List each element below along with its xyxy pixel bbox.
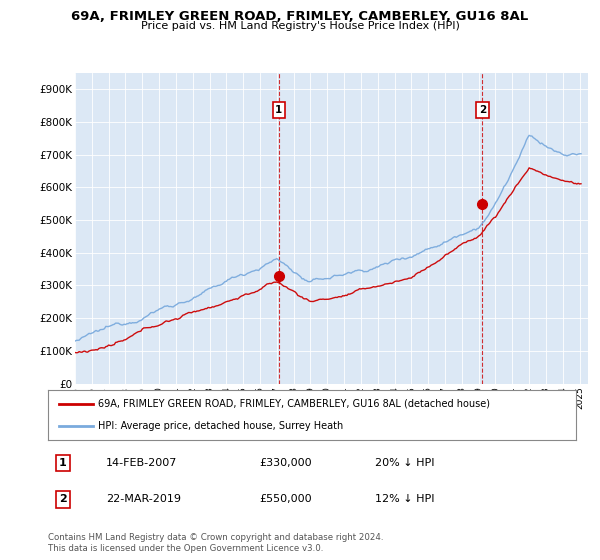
Text: 69A, FRIMLEY GREEN ROAD, FRIMLEY, CAMBERLEY, GU16 8AL (detached house): 69A, FRIMLEY GREEN ROAD, FRIMLEY, CAMBER… <box>98 399 490 409</box>
Text: 12% ↓ HPI: 12% ↓ HPI <box>376 494 435 505</box>
Text: 2: 2 <box>479 105 486 115</box>
Text: £330,000: £330,000 <box>259 458 312 468</box>
Text: 22-MAR-2019: 22-MAR-2019 <box>106 494 181 505</box>
Text: HPI: Average price, detached house, Surrey Heath: HPI: Average price, detached house, Surr… <box>98 421 343 431</box>
Text: 69A, FRIMLEY GREEN ROAD, FRIMLEY, CAMBERLEY, GU16 8AL: 69A, FRIMLEY GREEN ROAD, FRIMLEY, CAMBER… <box>71 10 529 23</box>
Text: £550,000: £550,000 <box>259 494 312 505</box>
Text: Price paid vs. HM Land Registry's House Price Index (HPI): Price paid vs. HM Land Registry's House … <box>140 21 460 31</box>
Text: 1: 1 <box>275 105 283 115</box>
Text: 20% ↓ HPI: 20% ↓ HPI <box>376 458 435 468</box>
Text: 1: 1 <box>59 458 67 468</box>
Text: 14-FEB-2007: 14-FEB-2007 <box>106 458 178 468</box>
Text: Contains HM Land Registry data © Crown copyright and database right 2024.
This d: Contains HM Land Registry data © Crown c… <box>48 533 383 553</box>
Text: 2: 2 <box>59 494 67 505</box>
